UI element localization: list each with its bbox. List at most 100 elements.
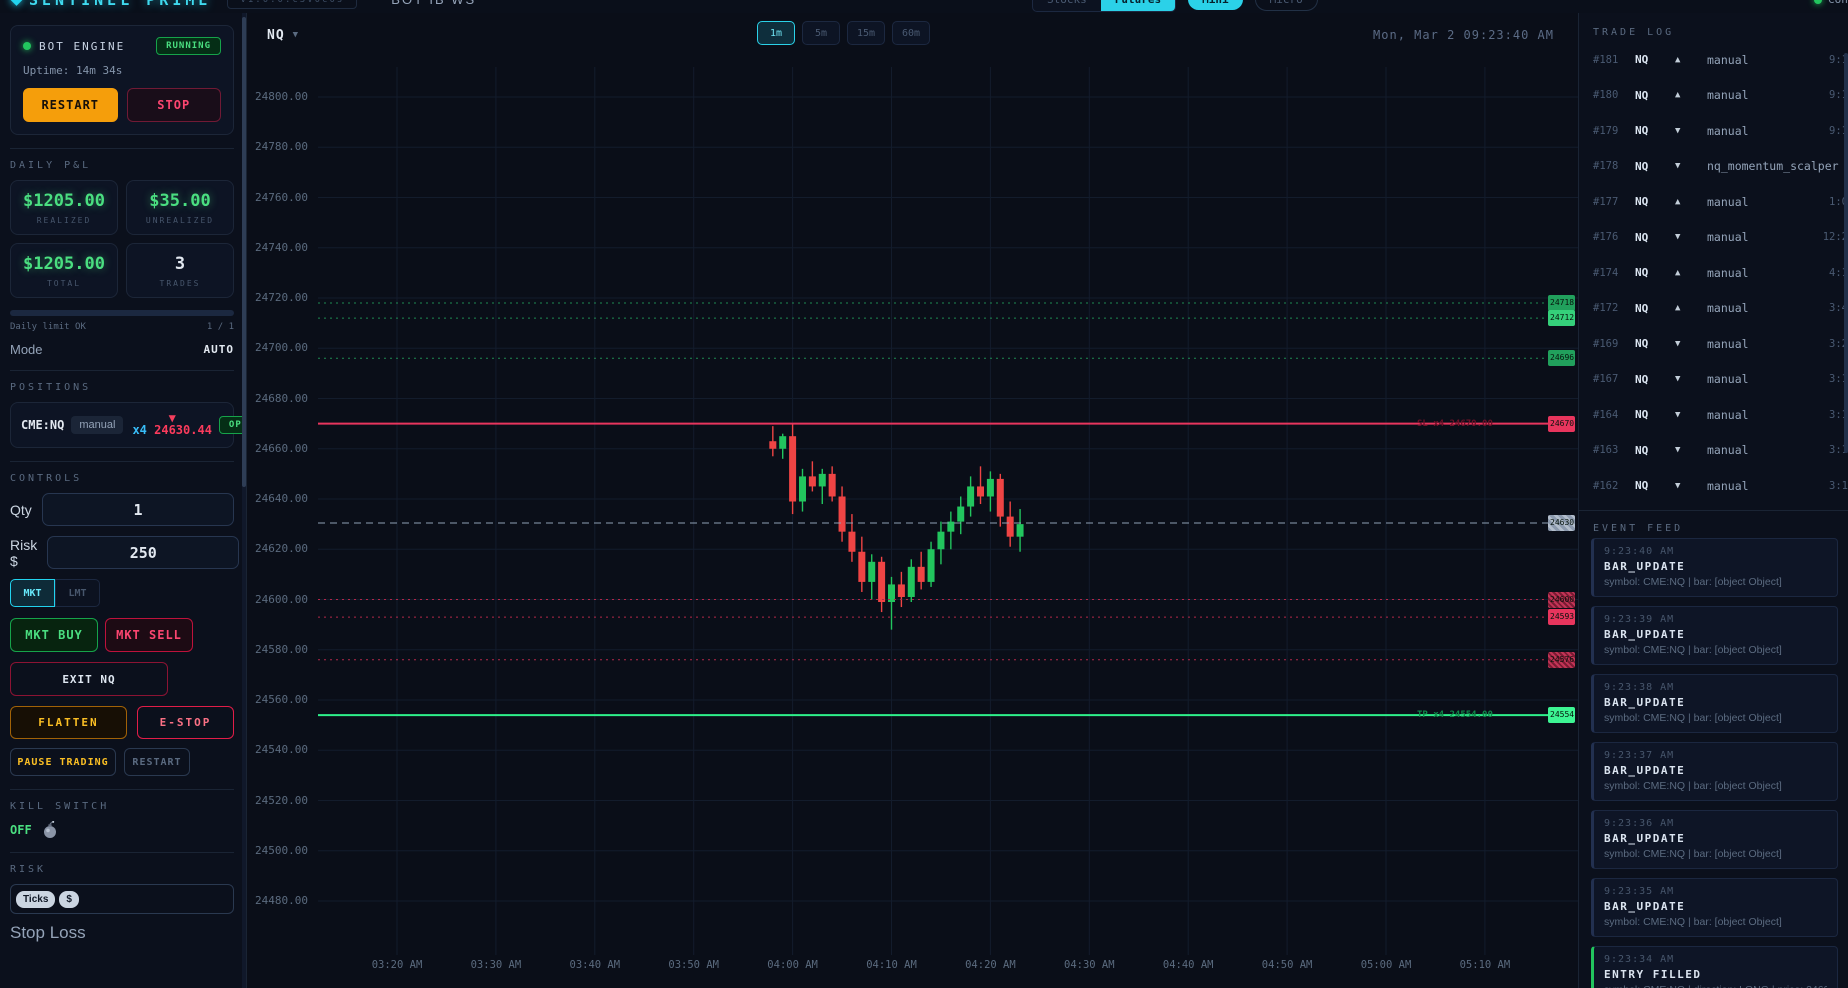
risk-input[interactable] — [47, 536, 240, 569]
stop-engine-button[interactable]: STOP — [126, 88, 221, 122]
pause-trading-button[interactable]: PAUSE TRADING — [10, 748, 116, 776]
position-qty: x4 — [132, 423, 147, 437]
tab-futures[interactable]: Futures — [1100, 0, 1176, 11]
trade-log-row[interactable]: #180 NQ ▲ manual 9:1 — [1579, 78, 1848, 114]
event-feed-section: EVENT FEED 9:23:40 AM BAR_UPDATE symbol:… — [1579, 510, 1848, 988]
y-axis-label: 24520.00 — [255, 793, 308, 807]
qty-input[interactable] — [42, 493, 234, 526]
sidebar-scrollbar[interactable] — [242, 13, 246, 988]
pnl-unrealized-label: UNREALIZED — [145, 216, 215, 225]
candle-body — [798, 476, 806, 502]
mode-value[interactable]: AUTO — [203, 343, 234, 356]
candle-body — [848, 531, 856, 552]
event-card[interactable]: 9:23:39 AM BAR_UPDATE symbol: CME:NQ | b… — [1591, 606, 1838, 665]
divider — [10, 461, 234, 462]
trade-log-row[interactable]: #181 NQ ▲ manual 9:1 — [1579, 42, 1848, 78]
trade-direction-icon: ▼ — [1675, 374, 1681, 385]
trade-id: #163 — [1593, 444, 1619, 457]
trade-time: 12:2 — [1822, 231, 1848, 244]
x-axis-label: 04:50 AM — [1261, 959, 1313, 971]
y-axis-label: 24660.00 — [255, 441, 308, 455]
event-time: 9:23:35 AM — [1604, 886, 1675, 897]
candle-body — [927, 549, 935, 582]
flatten-button[interactable]: FLATTEN — [10, 706, 127, 739]
trade-strategy: manual — [1707, 407, 1749, 422]
trade-strategy: manual — [1707, 230, 1749, 245]
risk-title: RISK — [10, 864, 47, 875]
tab-stocks[interactable]: Stocks — [1033, 0, 1101, 11]
risk-mode-input[interactable]: Ticks $ — [10, 884, 234, 914]
exit-position-button[interactable]: EXIT NQ — [10, 662, 168, 696]
divider — [10, 852, 234, 853]
trade-id: #176 — [1593, 231, 1619, 244]
chart-plot[interactable]: 24800.00 24780.00 24760.00 24740.00 24720.00… — [247, 57, 1578, 988]
trade-log-scrollbar[interactable] — [1844, 53, 1848, 453]
app-title: SENTINEL PRIME — [29, 0, 211, 9]
event-time: 9:23:38 AM — [1604, 682, 1675, 693]
timeframe-60m-button[interactable]: 60m — [892, 21, 930, 45]
pill-mini[interactable]: Mini — [1188, 0, 1243, 10]
order-type-lmt-button[interactable]: LMT — [55, 579, 100, 607]
trade-log-row[interactable]: #167 NQ ▼ manual 3:1 — [1579, 362, 1848, 398]
trade-log-row[interactable]: #162 NQ ▼ manual 3:1 — [1579, 468, 1848, 504]
chart-panel: NQ ▼ 1m 5m 15m 60m Mon, Mar 2 09:23:40 AM 2… — [247, 13, 1578, 988]
price-level-label: SL x4 24670.00 — [1417, 418, 1493, 429]
candle-body — [858, 551, 866, 582]
event-card[interactable]: 9:23:35 AM BAR_UPDATE symbol: CME:NQ | b… — [1591, 878, 1838, 937]
position-row[interactable]: CME:NQ manual ▼ x4 24630.44 OPEN — [10, 402, 246, 448]
trade-log-row[interactable]: #179 NQ ▼ manual 9:1 — [1579, 113, 1848, 149]
position-direction-icon: ▼ — [168, 411, 176, 425]
timeframe-15m-button[interactable]: 15m — [847, 21, 885, 45]
y-axis-label: 24480.00 — [255, 894, 308, 907]
timeframe-5m-button[interactable]: 5m — [802, 21, 840, 45]
trade-strategy: manual — [1707, 265, 1749, 280]
chevron-down-icon: ▼ — [292, 30, 299, 40]
trade-log-row[interactable]: #178 NQ ▼ nq_momentum_scalper — [1579, 149, 1848, 185]
trade-time: 9:1 — [1829, 53, 1848, 66]
engine-title: BOT ENGINE — [39, 39, 126, 53]
trade-direction-icon: ▲ — [1675, 196, 1681, 207]
y-axis-label: 24580.00 — [255, 642, 308, 656]
candle-body — [897, 584, 905, 597]
trade-log-row[interactable]: #172 NQ ▲ manual 3:4 — [1579, 291, 1848, 327]
trade-time: 1:0 — [1829, 195, 1848, 208]
y-axis-label: 24700.00 — [255, 341, 308, 355]
event-card[interactable]: 9:23:40 AM BAR_UPDATE symbol: CME:NQ | b… — [1591, 538, 1838, 597]
trade-log-row[interactable]: #169 NQ ▼ manual 3:2 — [1579, 326, 1848, 362]
order-type-mkt-button[interactable]: MKT — [10, 579, 55, 607]
event-card[interactable]: 9:23:38 AM BAR_UPDATE symbol: CME:NQ | b… — [1591, 674, 1838, 733]
event-card[interactable]: 9:23:36 AM BAR_UPDATE symbol: CME:NQ | b… — [1591, 810, 1838, 869]
trade-symbol: NQ — [1635, 53, 1649, 67]
restart-engine-button[interactable]: RESTART — [23, 88, 118, 122]
trade-log-row[interactable]: #177 NQ ▲ manual 1:0 — [1579, 184, 1848, 220]
event-card[interactable]: 9:23:37 AM BAR_UPDATE symbol: CME:NQ | b… — [1591, 742, 1838, 801]
event-detail: symbol: CME:NQ | bar: [object Object] — [1604, 916, 1782, 928]
app-logo-icon — [10, 0, 23, 6]
pill-micro[interactable]: Micro — [1254, 0, 1318, 11]
timeframe-1m-button[interactable]: 1m — [757, 21, 795, 45]
trade-strategy: manual — [1707, 336, 1749, 351]
risk-chip-ticks[interactable]: Ticks — [16, 890, 56, 908]
risk-chip-dollar[interactable]: $ — [59, 890, 79, 908]
risk-label: Risk $ — [10, 536, 38, 569]
price-tag: 24670.00 — [1548, 415, 1575, 432]
e-stop-button[interactable]: E-STOP — [136, 706, 234, 739]
event-time: 9:23:37 AM — [1604, 750, 1675, 761]
market-tabs: Stocks Futures Mini Micro — [1032, 0, 1318, 13]
event-card[interactable]: 9:23:34 AM ENTRY FILLED symbol: CME:NQ |… — [1591, 946, 1838, 988]
trade-log-row[interactable]: #176 NQ ▼ manual 12:2 — [1579, 220, 1848, 256]
kill-switch-state[interactable]: OFF — [10, 823, 32, 837]
symbol-selector[interactable]: NQ ▼ — [267, 28, 298, 43]
mkt-buy-button[interactable]: MKT BUY — [10, 618, 98, 652]
restart-small-button[interactable]: RESTART — [124, 748, 190, 776]
trade-log-row[interactable]: #174 NQ ▲ manual 4:1 — [1579, 255, 1848, 291]
trade-symbol: NQ — [1635, 159, 1649, 173]
trade-log-row[interactable]: #163 NQ ▼ manual 3:1 — [1579, 433, 1848, 469]
event-type: BAR_UPDATE — [1604, 764, 1686, 777]
trade-log-row[interactable]: #164 NQ ▼ manual 3:1 — [1579, 397, 1848, 433]
mkt-sell-button[interactable]: MKT SELL — [105, 618, 193, 652]
bot-engine-card: BOT ENGINE RUNNING Uptime: 14m 34s RESTA… — [10, 25, 234, 135]
trade-id: #167 — [1593, 373, 1619, 386]
candle-body — [789, 436, 797, 502]
price-tag: 24554.00 — [1548, 707, 1575, 724]
